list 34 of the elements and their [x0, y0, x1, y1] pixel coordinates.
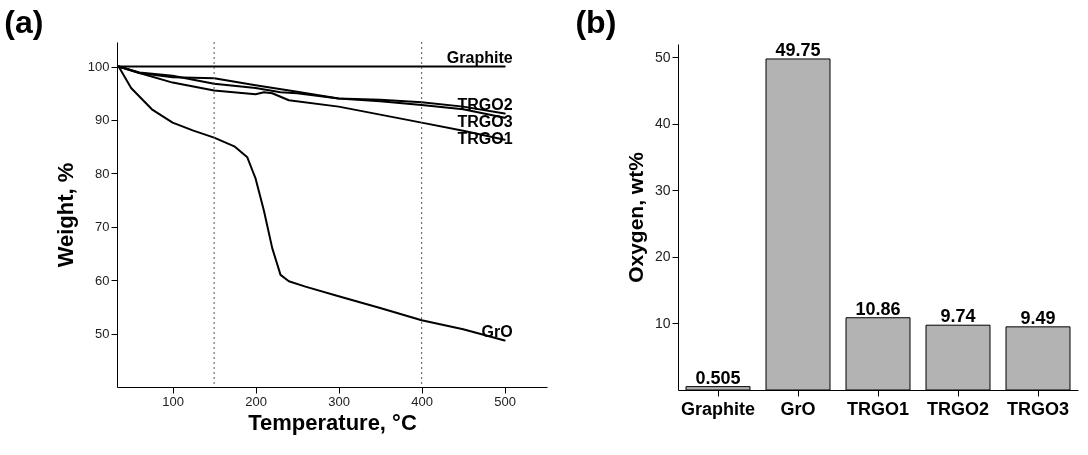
x-tick-label: 300 — [328, 393, 350, 409]
x-tick-label: TRGO2 — [926, 398, 990, 419]
x-axis-title: Temperature, °C — [248, 409, 417, 435]
x-tick-label: 400 — [411, 393, 433, 409]
y-tick-label: 40 — [654, 115, 671, 132]
y-tick-label: 30 — [654, 181, 671, 198]
y-tick-label: 60 — [95, 272, 110, 288]
x-tick-label: TRGO3 — [1006, 398, 1070, 419]
y-tick-label: 70 — [95, 219, 110, 235]
x-tick-label: TRGO1 — [846, 398, 910, 419]
series-label: TRGO3 — [457, 112, 513, 130]
y-tick-label: 50 — [95, 326, 110, 342]
y-tick-label: 90 — [95, 112, 110, 128]
x-tick-label: 100 — [162, 393, 184, 409]
data-label: 9.49 — [1020, 307, 1056, 328]
y-axis-title: Oxygen, wt% — [623, 151, 647, 283]
data-label: 49.75 — [775, 39, 821, 60]
x-tick-label: 500 — [494, 393, 517, 409]
chart-title: (b) — [575, 3, 617, 40]
series-label: TRGO2 — [457, 95, 513, 113]
y-tick-label: 80 — [95, 165, 110, 181]
series-label: Graphite — [446, 48, 513, 66]
y-tick-label: 50 — [654, 48, 671, 65]
x-tick-label: 200 — [245, 393, 267, 409]
data-label: 10.86 — [855, 298, 901, 319]
y-tick-label: 20 — [654, 248, 671, 265]
x-tick-label: Graphite — [680, 398, 756, 419]
y-tick-label: 10 — [654, 314, 671, 331]
data-label: 9.74 — [940, 306, 976, 327]
chart-title: (a) — [4, 3, 44, 40]
x-tick-label: GrO — [780, 398, 816, 419]
data-label: 0.505 — [695, 367, 741, 388]
y-axis-title: Weight, % — [52, 162, 78, 268]
y-tick-label: 100 — [87, 59, 110, 75]
